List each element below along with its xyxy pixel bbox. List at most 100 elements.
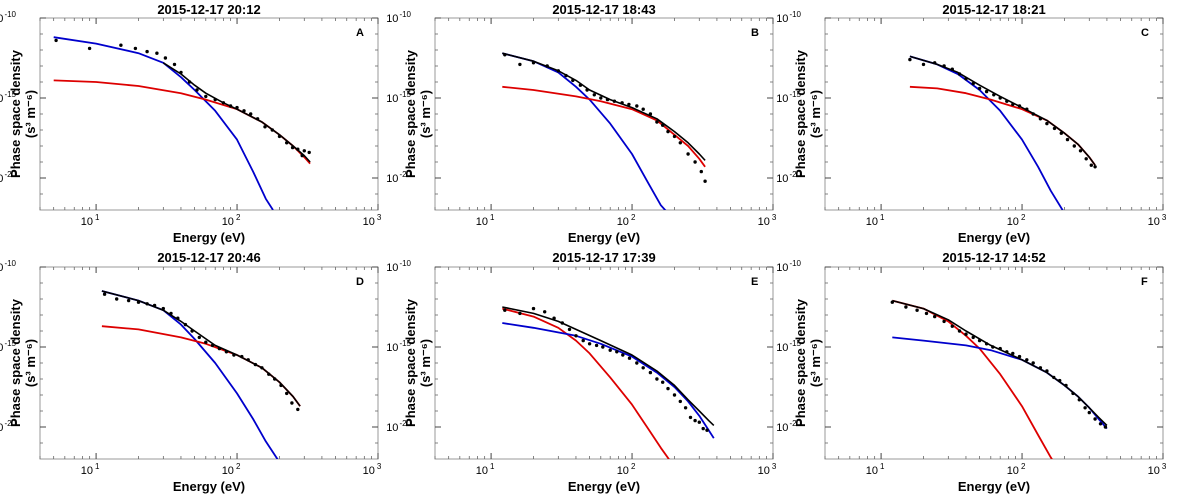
- chart-title: 2015-12-17 18:21: [942, 2, 1045, 17]
- data-point: [503, 308, 507, 312]
- y-axis-label: Phase space density: [403, 298, 418, 427]
- panel-d: 2015-12-17 20:46D10110210310-1010-1510-2…: [0, 250, 382, 494]
- data-point: [648, 370, 653, 375]
- data-point: [290, 401, 294, 405]
- data-point: [699, 169, 703, 174]
- data-point: [1045, 121, 1049, 126]
- x-tick-label: 10 2: [222, 213, 241, 228]
- data-point: [641, 366, 645, 370]
- panel-label: D: [356, 276, 364, 288]
- data-point: [302, 149, 306, 153]
- data-point: [1011, 102, 1015, 107]
- data-point: [197, 335, 201, 340]
- plot-frame: [434, 17, 774, 211]
- data-point: [661, 123, 665, 127]
- data-point: [585, 88, 589, 92]
- data-point: [1017, 104, 1022, 108]
- data-point: [285, 391, 289, 396]
- data-point: [1064, 383, 1068, 388]
- data-point: [531, 306, 536, 311]
- data-point: [564, 73, 568, 78]
- data-point: [1038, 117, 1043, 121]
- y-axis-units: (s³ m⁻⁶): [418, 90, 433, 138]
- data-point: [240, 354, 244, 359]
- data-point: [678, 399, 682, 404]
- data-point: [904, 305, 908, 309]
- data-point: [503, 53, 507, 57]
- plot-frame: [39, 17, 379, 211]
- data-point: [270, 128, 274, 132]
- data-point: [1058, 378, 1062, 383]
- data-point: [648, 112, 653, 116]
- data-point: [1059, 131, 1064, 135]
- plot-frame: [39, 266, 379, 460]
- data-point: [991, 345, 995, 349]
- data-point: [964, 77, 968, 81]
- data-point: [581, 338, 585, 343]
- data-point: [87, 46, 92, 51]
- data-point: [255, 117, 260, 121]
- panel-label: B: [751, 27, 759, 39]
- data-point: [518, 62, 522, 67]
- data-point: [635, 104, 639, 108]
- y-tick-label: 10-10: [386, 10, 411, 25]
- data-point: [957, 72, 962, 76]
- data-point: [688, 415, 693, 420]
- data-point: [1052, 126, 1057, 131]
- data-point: [592, 93, 596, 97]
- data-point: [599, 96, 603, 100]
- data-point: [655, 120, 659, 124]
- data-point: [984, 89, 989, 94]
- data-point: [195, 88, 199, 92]
- data-point: [1031, 112, 1035, 116]
- data-point: [242, 109, 246, 113]
- data-point: [1025, 358, 1029, 362]
- data-point: [296, 147, 300, 151]
- data-point: [915, 308, 919, 312]
- data-point: [635, 361, 639, 365]
- y-tick-label: 10-10: [0, 10, 17, 25]
- fit-curve-high: [502, 322, 715, 439]
- data-point: [950, 324, 954, 328]
- data-point: [273, 377, 277, 381]
- data-point: [1072, 144, 1077, 148]
- data-point: [204, 340, 208, 344]
- data-point: [1093, 417, 1097, 421]
- data-point: [666, 129, 670, 134]
- data-points: [503, 53, 707, 183]
- x-axis-label: Energy (eV): [568, 479, 640, 494]
- x-tick-label: 10 1: [476, 213, 495, 228]
- x-axis-label: Energy (eV): [568, 230, 640, 245]
- panel-a: 2015-12-17 20:12A10110210310-1010-1510-2…: [0, 2, 382, 245]
- data-points: [503, 306, 709, 432]
- data-point: [567, 327, 572, 332]
- panel-label: A: [356, 27, 364, 39]
- data-point: [601, 345, 605, 349]
- data-point: [620, 101, 624, 105]
- x-tick-label: 10 1: [866, 462, 885, 477]
- data-point: [964, 332, 968, 336]
- data-point: [957, 329, 962, 333]
- data-point: [253, 362, 258, 367]
- data-point: [703, 179, 707, 183]
- data-point: [169, 311, 173, 316]
- data-point: [183, 322, 188, 327]
- data-point: [683, 406, 688, 410]
- data-point: [672, 134, 677, 139]
- data-point: [678, 141, 682, 145]
- chart-title: 2015-12-17 20:12: [157, 2, 260, 17]
- data-point: [1017, 354, 1022, 359]
- data-point: [1087, 410, 1092, 415]
- y-tick-label: 10-10: [776, 259, 801, 274]
- chart-title: 2015-12-17 18:43: [552, 2, 655, 17]
- data-point: [145, 49, 149, 54]
- x-tick-label: 10 1: [81, 462, 100, 477]
- x-tick-label: 10 3: [758, 462, 777, 477]
- y-axis-label: Phase space density: [403, 49, 418, 178]
- data-point: [998, 96, 1002, 100]
- data-point: [971, 335, 975, 340]
- x-axis-label: Energy (eV): [173, 230, 245, 245]
- data-point: [221, 101, 226, 105]
- data-point: [54, 38, 58, 43]
